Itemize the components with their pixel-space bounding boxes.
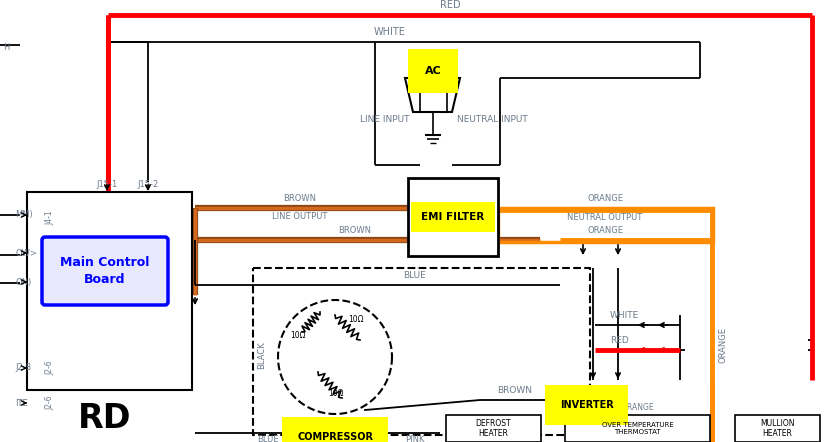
Text: COMPRESSOR: COMPRESSOR (297, 432, 373, 442)
Text: 10Ω: 10Ω (348, 316, 364, 324)
Text: MULLION
HEATER: MULLION HEATER (761, 419, 794, 438)
Text: BLUE: BLUE (403, 271, 427, 280)
Text: BROWN: BROWN (338, 226, 371, 235)
Text: J15-2: J15-2 (138, 180, 158, 189)
Bar (446, 415, 541, 442)
Text: OVER TEMPERATURE
THERMOSTAT: OVER TEMPERATURE THERMOSTAT (601, 422, 673, 435)
Text: MM): MM) (15, 210, 33, 220)
Text: EMI FILTER: EMI FILTER (422, 212, 484, 222)
Text: ON): ON) (15, 278, 31, 286)
Text: ORANGE: ORANGE (587, 226, 623, 235)
Text: PINK: PINK (405, 434, 425, 442)
Text: RED: RED (440, 0, 460, 10)
Bar (565, 415, 710, 442)
Text: NEUTRAL INPUT: NEUTRAL INPUT (457, 114, 528, 123)
Text: J2-6: J2-6 (45, 361, 54, 375)
Text: OW>: OW> (15, 248, 37, 258)
Text: AC: AC (425, 66, 441, 76)
Text: J4-2: J4-2 (45, 248, 54, 262)
Text: BROWN: BROWN (497, 386, 532, 395)
Text: BLACK: BLACK (257, 341, 266, 369)
Bar (408, 178, 498, 256)
Text: J15-1: J15-1 (97, 180, 118, 189)
Text: J4-3: J4-3 (45, 276, 54, 290)
Text: WHITE: WHITE (610, 311, 639, 320)
Text: INVERTER: INVERTER (560, 400, 614, 410)
Text: BROWN: BROWN (284, 194, 317, 203)
Text: ORANGE: ORANGE (621, 403, 653, 412)
Text: ITE: ITE (15, 399, 28, 408)
Bar (735, 415, 820, 442)
Text: RED: RED (610, 336, 629, 345)
Text: LINE OUTPUT: LINE OUTPUT (272, 212, 328, 221)
Text: WHITE: WHITE (374, 27, 406, 37)
Bar (27, 192, 192, 390)
Text: ORANGE: ORANGE (587, 194, 623, 203)
Text: BLUE: BLUE (257, 434, 279, 442)
Polygon shape (405, 78, 460, 112)
Text: LINE INPUT: LINE INPUT (360, 114, 409, 123)
FancyBboxPatch shape (42, 237, 168, 305)
Text: H: H (3, 43, 9, 53)
Text: ORANGE: ORANGE (718, 327, 727, 363)
Text: 10Ω: 10Ω (290, 332, 305, 340)
Bar (498, 208, 713, 242)
Text: RD: RD (78, 401, 132, 434)
Text: 10Ω: 10Ω (328, 389, 343, 397)
Text: Main Control
Board: Main Control Board (60, 256, 149, 286)
Text: J2-6: J2-6 (45, 396, 54, 410)
Text: J2-8: J2-8 (15, 363, 31, 373)
Text: J4-1: J4-1 (45, 211, 54, 225)
Bar (253, 268, 590, 435)
Text: DEFROST
HEATER: DEFROST HEATER (476, 419, 512, 438)
Text: NEUTRAL OUTPUT: NEUTRAL OUTPUT (568, 213, 643, 222)
